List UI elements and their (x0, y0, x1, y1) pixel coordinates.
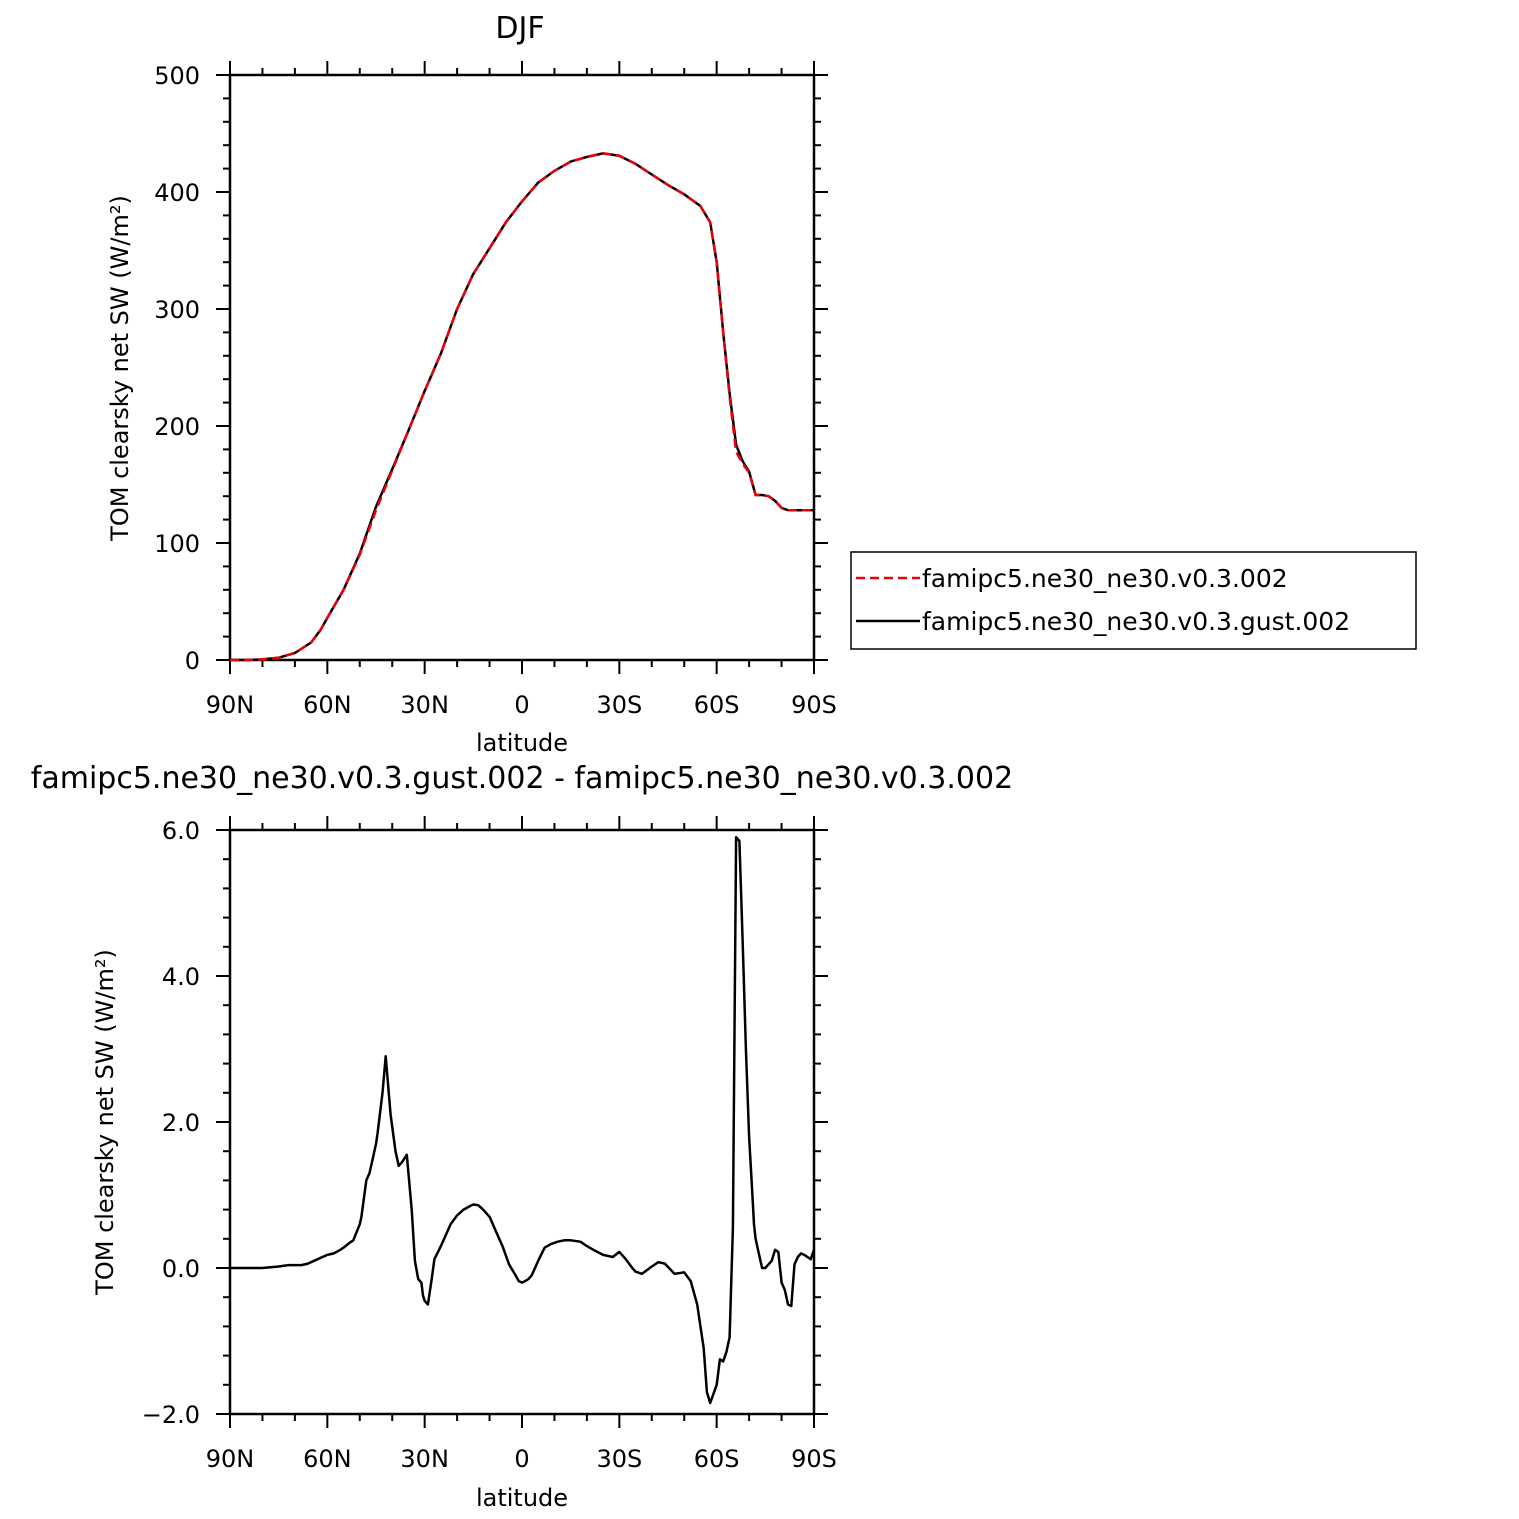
x-tick-label: 60N (303, 1445, 352, 1473)
top-x-axis-label: latitude (476, 729, 568, 757)
y-tick-label: 0 (185, 647, 200, 675)
bottom-chart-title: famipc5.ne30_ne30.v0.3.gust.002 - famipc… (31, 761, 1013, 796)
x-tick-label: 30S (596, 1445, 642, 1473)
x-tick-label: 30S (596, 691, 642, 719)
x-tick-label: 60N (303, 691, 352, 719)
series-line-1 (230, 836, 816, 1405)
top-axis-ticks: 90N 60N 30N 0 30S 60S 90S 0 100 200 300 400 500 (154, 61, 837, 719)
x-tick-label: 90S (791, 691, 837, 719)
y-tick-label: 200 (154, 413, 200, 441)
bottom-plot-frame (228, 828, 816, 1416)
x-tick-label: 90S (791, 1445, 837, 1473)
x-tick-label: 30N (400, 1445, 449, 1473)
x-tick-label: 60S (694, 691, 740, 719)
series-line-2 (230, 152, 814, 662)
top-panel: DJF 90N 60N 30N 0 30S 60S 90S0100200300400500 … (106, 11, 837, 757)
y-tick-label: 0.0 (162, 1255, 200, 1283)
bottom-axis-ticks: 90N 60N 30N 0 30S 60S 90S −2.0 0.0 2.0 4.0 6.0 (142, 816, 837, 1473)
top-series-lines (230, 152, 814, 662)
y-tick-label: 500 (154, 62, 200, 90)
x-tick-label: 0 (514, 691, 529, 719)
bottom-series-lines (230, 836, 816, 1405)
legend-box (850, 551, 1417, 650)
y-tick-label: 4.0 (162, 963, 200, 991)
top-y-axis-label: TOM clearsky net SW (W/m²) (106, 195, 134, 542)
x-tick-label: 30N (400, 691, 449, 719)
x-tick-label: 60S (694, 1445, 740, 1473)
legend: famipc5.ne30_ne30.v0.3.002 famipc5.ne30_… (850, 551, 1417, 650)
y-tick-label: 6.0 (162, 817, 200, 845)
legend-entry-2: famipc5.ne30_ne30.v0.3.gust.002 (922, 607, 1350, 636)
x-tick-label: 0 (514, 1445, 529, 1473)
x-tick-label: 90N (206, 1445, 255, 1473)
bottom-x-axis-label: latitude (476, 1484, 568, 1512)
bottom-y-axis-label: TOM clearsky net SW (W/m²) (91, 949, 119, 1296)
top-chart-title: DJF (495, 11, 544, 46)
y-tick-label: 2.0 (162, 1109, 200, 1137)
y-tick-label: −2.0 (142, 1401, 200, 1429)
legend-entry-1: famipc5.ne30_ne30.v0.3.002 (922, 564, 1288, 593)
y-tick-label: 400 (154, 179, 200, 207)
bottom-panel: famipc5.ne30_ne30.v0.3.gust.002 - famipc… (31, 761, 1013, 1512)
y-tick-label: 300 (154, 296, 200, 324)
x-tick-label: 90N (206, 691, 255, 719)
y-tick-label: 100 (154, 530, 200, 558)
series-line-1 (230, 152, 814, 662)
